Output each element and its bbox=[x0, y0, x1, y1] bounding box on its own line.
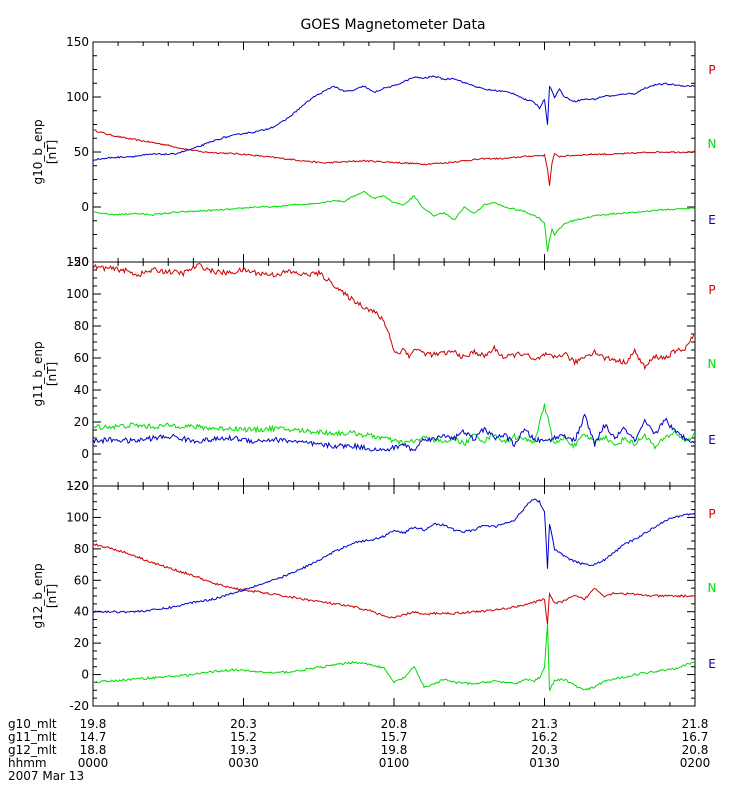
y-tick-label: 60 bbox=[74, 351, 89, 365]
row-value: 16.2 bbox=[531, 730, 558, 744]
panel-yunit: [nT] bbox=[45, 362, 59, 386]
row-value: 19.8 bbox=[80, 717, 107, 731]
legend-P: P bbox=[708, 507, 715, 521]
panel-2: -20 0 20 40 60 80 100 120 g11_b_enp [nT] P N E bbox=[31, 255, 716, 493]
row-value: 18.8 bbox=[80, 743, 107, 757]
legend-N: N bbox=[708, 581, 717, 595]
row-value: 0100 bbox=[379, 756, 410, 770]
row-label-g12_mlt: g12_mlt bbox=[8, 743, 57, 757]
row-value: 0200 bbox=[680, 756, 711, 770]
row-value: 19.3 bbox=[230, 743, 257, 757]
legend-N: N bbox=[708, 137, 717, 151]
y-tick-label: 0 bbox=[81, 447, 89, 461]
series-N-trace bbox=[93, 624, 695, 691]
row-label-g10_mlt: g10_mlt bbox=[8, 717, 57, 731]
y-tick-label: 80 bbox=[74, 319, 89, 333]
y-tick-label: -20 bbox=[69, 479, 89, 493]
legend-P: P bbox=[708, 283, 715, 297]
y-tick-label: 80 bbox=[74, 542, 89, 556]
y-tick-label: -50 bbox=[69, 255, 89, 269]
row-value: 20.3 bbox=[230, 717, 257, 731]
row-value: 15.2 bbox=[230, 730, 257, 744]
date-label: 2007 Mar 13 bbox=[8, 769, 84, 783]
y-tick-label: 20 bbox=[74, 415, 89, 429]
y-tick-label: 120 bbox=[66, 479, 89, 493]
panel-3: -20 0 20 40 60 80 100 120 g12_b_enp [nT] P N E bbox=[31, 479, 716, 713]
bottom-axis-labels: g10_mlt 19.8 20.3 20.8 21.3 21.8 g11_mlt 14.7 15… bbox=[8, 717, 710, 783]
row-value: 16.7 bbox=[682, 730, 709, 744]
y-tick-label: 40 bbox=[74, 605, 89, 619]
panel-yunit: [nT] bbox=[45, 584, 59, 608]
y-tick-label: 40 bbox=[74, 383, 89, 397]
series-P-trace bbox=[93, 262, 695, 371]
row-value: 0130 bbox=[529, 756, 560, 770]
legend-E: E bbox=[708, 433, 716, 447]
row-value: 19.8 bbox=[381, 743, 408, 757]
row-value: 21.3 bbox=[531, 717, 558, 731]
y-tick-label: 60 bbox=[74, 573, 89, 587]
legend-E: E bbox=[708, 213, 716, 227]
panel-yunit: [nT] bbox=[45, 140, 59, 164]
row-label-g11_mlt: g11_mlt bbox=[8, 730, 57, 744]
row-value: 14.7 bbox=[80, 730, 107, 744]
panel-ylabel: g12_b_enp bbox=[31, 563, 45, 628]
row-value: 15.7 bbox=[381, 730, 408, 744]
y-tick-label: 150 bbox=[66, 35, 89, 49]
row-value: 20.3 bbox=[531, 743, 558, 757]
y-tick-label: 100 bbox=[66, 510, 89, 524]
row-label-hhmm: hhmm bbox=[8, 756, 47, 770]
row-value: 20.8 bbox=[682, 743, 709, 757]
series-P-trace bbox=[93, 129, 695, 186]
y-tick-label: 120 bbox=[66, 255, 89, 269]
series-E-trace bbox=[93, 413, 695, 452]
y-tick-label: 0 bbox=[81, 668, 89, 682]
legend-P: P bbox=[708, 63, 715, 77]
chart-title: GOES Magnetometer Data bbox=[300, 17, 485, 33]
legend-E: E bbox=[708, 657, 716, 671]
panel-ylabel: g10_b_enp bbox=[31, 119, 45, 184]
row-value: 0030 bbox=[228, 756, 259, 770]
y-tick-label: 50 bbox=[74, 145, 89, 159]
panel-ylabel: g11_b_enp bbox=[31, 341, 45, 406]
series-N-trace bbox=[93, 403, 695, 450]
series-E-trace bbox=[93, 75, 695, 161]
panel-1: -50 0 50 100 150 g10_b_enp [nT] P N E bbox=[31, 35, 716, 269]
y-tick-label: 0 bbox=[81, 200, 89, 214]
series-E-trace bbox=[93, 498, 695, 614]
y-tick-label: 20 bbox=[74, 636, 89, 650]
y-tick-label: 100 bbox=[66, 90, 89, 104]
row-value: 21.8 bbox=[682, 717, 709, 731]
series-P-trace bbox=[93, 543, 695, 625]
y-tick-label: 100 bbox=[66, 287, 89, 301]
series-N-trace bbox=[93, 190, 695, 252]
row-value: 0000 bbox=[78, 756, 109, 770]
y-tick-label: -20 bbox=[69, 699, 89, 713]
row-value: 20.8 bbox=[381, 717, 408, 731]
legend-N: N bbox=[708, 357, 717, 371]
